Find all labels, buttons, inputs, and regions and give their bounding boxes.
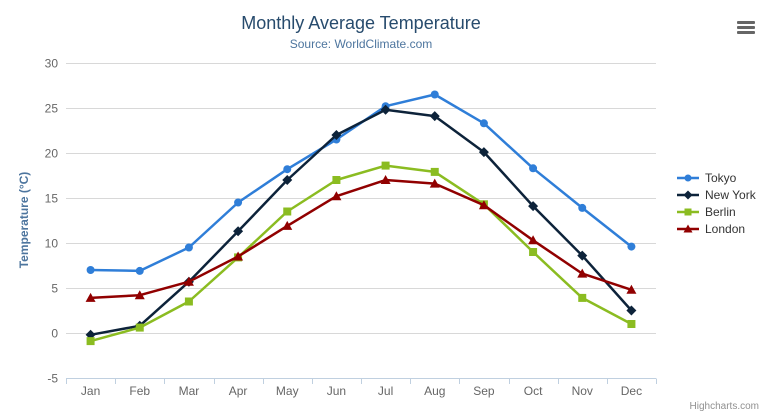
data-point-london-jun[interactable] — [331, 191, 342, 201]
x-axis-label: Dec — [621, 384, 642, 398]
data-point-new-york-dec[interactable] — [626, 305, 637, 316]
data-point-new-york-sep[interactable] — [478, 147, 489, 158]
y-axis-title: Temperature (°C) — [17, 171, 31, 269]
legend-marker-circle-icon[interactable] — [684, 174, 692, 182]
legend-label: Tokyo — [705, 171, 737, 185]
data-point-berlin-may[interactable] — [283, 207, 292, 216]
data-point-london-sep[interactable] — [478, 200, 489, 210]
data-point-tokyo-aug[interactable] — [430, 90, 439, 99]
legend-item-new-york[interactable]: New York — [676, 187, 756, 203]
y-axis-label: 15 — [45, 192, 59, 206]
legend-label: New York — [705, 188, 756, 202]
x-axis-label: Mar — [179, 384, 200, 398]
legend-marker-square-icon[interactable] — [684, 208, 692, 216]
data-point-london-dec[interactable] — [626, 284, 637, 294]
legend-marker-diamond-icon[interactable] — [683, 190, 693, 200]
hamburger-menu-icon — [737, 31, 755, 34]
data-point-berlin-aug[interactable] — [430, 167, 439, 176]
data-point-tokyo-apr[interactable] — [234, 198, 243, 207]
x-axis-label: Jan — [81, 384, 100, 398]
data-point-berlin-oct[interactable] — [529, 248, 538, 256]
x-axis-label: Feb — [129, 384, 150, 398]
data-point-london-oct[interactable] — [528, 235, 539, 245]
legend-circle-icon — [677, 174, 699, 182]
x-axis-label: Sep — [473, 384, 495, 398]
data-point-tokyo-jan[interactable] — [86, 266, 95, 274]
y-axis-label: 30 — [45, 57, 59, 71]
data-point-berlin-dec[interactable] — [627, 320, 636, 328]
x-axis-label: Jun — [327, 384, 346, 398]
data-point-berlin-jul[interactable] — [381, 161, 390, 170]
data-point-tokyo-feb[interactable] — [135, 266, 144, 275]
x-axis-label: Apr — [229, 384, 248, 398]
data-point-berlin-jun[interactable] — [332, 176, 341, 184]
data-point-new-york-jun[interactable] — [331, 130, 342, 140]
data-point-london-nov[interactable] — [577, 268, 588, 278]
y-axis-label: 5 — [51, 282, 58, 296]
data-point-new-york-oct[interactable] — [528, 201, 539, 212]
data-point-berlin-jan[interactable] — [86, 337, 95, 346]
legend-triangle-icon — [677, 224, 699, 233]
y-axis-label: 20 — [45, 147, 59, 161]
legend-item-berlin[interactable]: Berlin — [676, 204, 756, 220]
series-line-berlin[interactable] — [89, 164, 633, 343]
x-axis-label: Nov — [572, 384, 593, 398]
x-axis-label: Jul — [378, 384, 393, 398]
data-point-tokyo-mar[interactable] — [184, 243, 193, 252]
legend: Tokyo New York Berlin London — [676, 170, 756, 238]
legend-diamond-icon — [677, 190, 699, 200]
data-point-london-aug[interactable] — [429, 178, 440, 188]
data-point-berlin-feb[interactable] — [135, 323, 144, 332]
data-point-new-york-apr[interactable] — [233, 226, 244, 237]
data-point-london-may[interactable] — [282, 220, 293, 230]
data-point-london-jan[interactable] — [85, 292, 96, 302]
context-menu-button[interactable] — [737, 21, 755, 36]
data-point-tokyo-nov[interactable] — [578, 203, 587, 212]
x-axis-label: May — [276, 384, 299, 398]
y-axis-label: 25 — [45, 102, 59, 116]
data-point-tokyo-may[interactable] — [283, 165, 292, 174]
legend-label: London — [705, 222, 746, 236]
y-axis-label: -5 — [47, 372, 58, 386]
x-axis-label: Oct — [524, 384, 543, 398]
data-point-london-jul[interactable] — [380, 175, 391, 184]
x-axis-label: Aug — [424, 384, 445, 398]
credits-link[interactable]: Highcharts.com — [689, 401, 759, 412]
data-point-london-feb[interactable] — [134, 290, 145, 300]
data-point-london-apr[interactable] — [233, 251, 244, 261]
y-axis-label: 10 — [45, 237, 59, 251]
hamburger-menu-icon — [737, 21, 755, 24]
data-point-london-mar[interactable] — [183, 276, 194, 286]
legend-item-london[interactable]: London — [676, 221, 756, 237]
series-line-tokyo[interactable] — [89, 93, 633, 273]
data-point-new-york-may[interactable] — [282, 175, 293, 185]
data-point-berlin-nov[interactable] — [578, 293, 587, 302]
series-line-london[interactable] — [89, 178, 633, 300]
legend-marker-triangle-icon[interactable] — [683, 224, 693, 233]
y-axis-label: 0 — [51, 327, 58, 341]
legend-square-icon — [677, 208, 699, 216]
data-point-new-york-jul[interactable] — [380, 104, 391, 115]
data-point-new-york-nov[interactable] — [577, 250, 588, 261]
legend-label: Berlin — [705, 205, 736, 219]
data-point-berlin-mar[interactable] — [184, 297, 193, 306]
series-line-new-york[interactable] — [89, 108, 633, 337]
data-point-tokyo-sep[interactable] — [479, 119, 488, 128]
legend-item-tokyo[interactable]: Tokyo — [676, 170, 756, 186]
data-point-tokyo-oct[interactable] — [529, 164, 538, 173]
data-point-tokyo-dec[interactable] — [627, 242, 636, 251]
data-point-new-york-aug[interactable] — [429, 111, 440, 122]
hamburger-menu-icon — [737, 26, 755, 29]
